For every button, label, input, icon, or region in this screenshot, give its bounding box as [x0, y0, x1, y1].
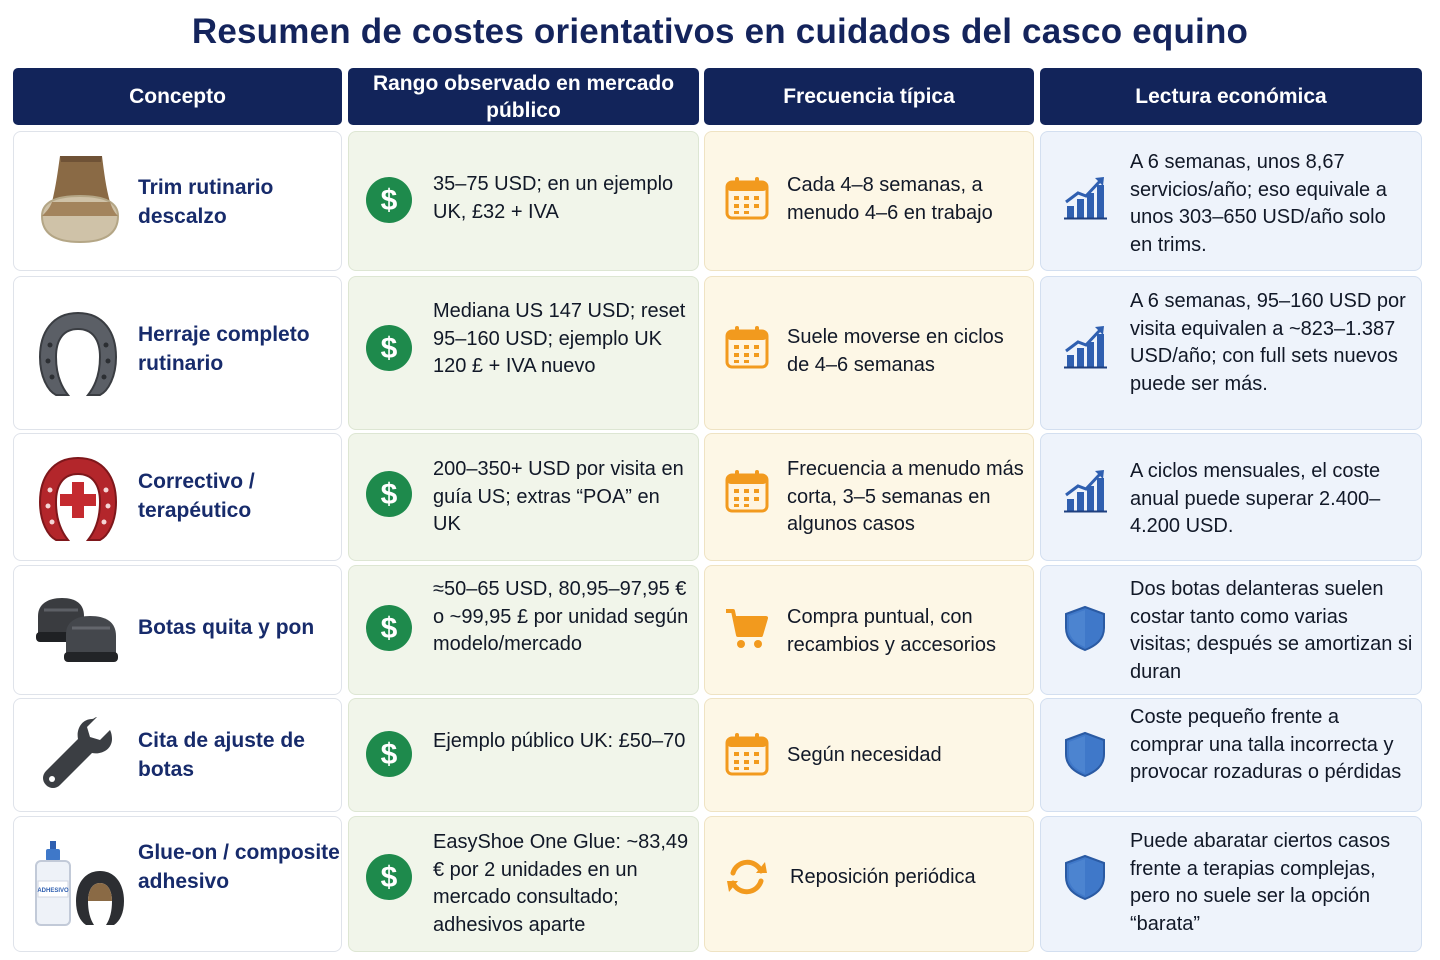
- row-2-frequency: Suele moverse en ciclos de 4–6 semanas: [787, 326, 1004, 376]
- dollar-icon: [365, 853, 413, 901]
- glue-bottle-label: ADHESIVO: [37, 888, 69, 894]
- row-2-reading-cell: A 6 semanas, 95–160 USD por visita equiv…: [1040, 276, 1422, 430]
- row-4-reading: Dos botas delanteras suelen costar tanto…: [1130, 578, 1413, 683]
- row-1-concept-cell: Trim rutinario descalzo: [13, 131, 342, 271]
- row-5-frequency-cell: Según necesidad: [704, 698, 1034, 812]
- wrench-icon: [43, 717, 112, 788]
- bare-hoof-icon: [40, 156, 120, 244]
- row-4-range-cell: ≈50–65 USD, 80,95–97,95 € o ~99,95 £ por…: [348, 565, 699, 695]
- row-2-concept: Herraje completo rutinario: [138, 323, 310, 375]
- row-6-range: EasyShoe One Glue: ~83,49 € por 2 unidad…: [433, 831, 689, 936]
- header-rango: Rango observado en mercado público: [348, 68, 699, 125]
- row-3-concept: Correctivo / terapéutico: [138, 470, 255, 522]
- calendar-icon: [723, 323, 771, 371]
- row-4-frequency-cell: Compra puntual, con recambios y accesori…: [704, 565, 1034, 695]
- therapeutic-horseshoe-icon: [38, 456, 118, 541]
- row-5-concept-cell: Cita de ajuste de botas: [13, 698, 342, 812]
- row-3-frequency-cell: Frecuencia a menudo más corta, 3–5 seman…: [704, 433, 1034, 561]
- row-4-reading-cell: Dos botas delanteras suelen costar tanto…: [1040, 565, 1422, 695]
- shield-icon: [1061, 604, 1109, 652]
- row-4-concept: Botas quita y pon: [138, 616, 315, 639]
- row-2-range-cell: Mediana US 147 USD; reset 95–160 USD; ej…: [348, 276, 699, 430]
- row-2-range: Mediana US 147 USD; reset 95–160 USD; ej…: [433, 300, 686, 377]
- horseshoe-icon: [38, 311, 118, 396]
- row-1-range: 35–75 USD; en un ejemplo UK, £32 + IVA: [433, 173, 674, 223]
- calendar-icon: [723, 730, 771, 778]
- row-1-reading-cell: A 6 semanas, unos 8,67 servicios/año; es…: [1040, 131, 1422, 271]
- row-5-reading-cell: Coste pequeño frente a comprar una talla…: [1040, 698, 1422, 812]
- row-2-reading: A 6 semanas, 95–160 USD por visita equiv…: [1130, 290, 1406, 395]
- header-lectura: Lectura económica: [1040, 68, 1422, 125]
- row-5-concept: Cita de ajuste de botas: [138, 729, 305, 781]
- glue-bottle-shoe-icon: ADHESIVO: [35, 841, 124, 926]
- row-1-range-cell: 35–75 USD; en un ejemplo UK, £32 + IVA: [348, 131, 699, 271]
- row-2-concept-cell: Herraje completo rutinario: [13, 276, 342, 430]
- row-3-reading: A ciclos mensuales, el coste anual puede…: [1130, 460, 1381, 537]
- row-3-concept-cell: Correctivo / terapéutico: [13, 433, 342, 561]
- page-title: Resumen de costes orientativos en cuidad…: [191, 12, 1249, 51]
- row-2-frequency-cell: Suele moverse en ciclos de 4–6 semanas: [704, 276, 1034, 430]
- shield-icon: [1061, 853, 1109, 901]
- row-5-range-cell: Ejemplo público UK: £50–70: [348, 698, 699, 812]
- hoof-boots-icon: [36, 598, 118, 662]
- dollar-icon: [365, 176, 413, 224]
- shopping-cart-icon: [723, 604, 771, 652]
- row-6-reading-cell: Puede abaratar ciertos casos frente a te…: [1040, 816, 1422, 952]
- refresh-icon: [723, 853, 771, 901]
- row-4-concept-cell: Botas quita y pon: [13, 565, 342, 695]
- calendar-icon: [723, 174, 771, 222]
- row-6-frequency: Reposición periódica: [790, 866, 976, 888]
- row-6-concept-cell: ADHESIVO Glue-on / composite adhesivo: [13, 816, 342, 952]
- row-3-frequency: Frecuencia a menudo más corta, 3–5 seman…: [787, 458, 1024, 535]
- row-6-concept: Glue-on / composite adhesivo: [138, 841, 340, 893]
- header-frecuencia: Frecuencia típica: [704, 68, 1034, 125]
- row-6-reading: Puede abaratar ciertos casos frente a te…: [1130, 830, 1391, 935]
- header-concepto: Concepto: [13, 68, 342, 125]
- row-1-frequency: Cada 4–8 semanas, a menudo 4–6 en trabaj…: [787, 174, 993, 224]
- row-6-range-cell: EasyShoe One Glue: ~83,49 € por 2 unidad…: [348, 816, 699, 952]
- row-5-frequency: Según necesidad: [787, 744, 942, 766]
- row-4-frequency: Compra puntual, con recambios y accesori…: [787, 606, 996, 656]
- row-5-range: Ejemplo público UK: £50–70: [433, 730, 686, 752]
- row-3-reading-cell: A ciclos mensuales, el coste anual puede…: [1040, 433, 1422, 561]
- dollar-icon: [365, 604, 413, 652]
- dollar-icon: [365, 324, 413, 372]
- row-1-frequency-cell: Cada 4–8 semanas, a menudo 4–6 en trabaj…: [704, 131, 1034, 271]
- row-1-concept: Trim rutinario descalzo: [138, 176, 274, 228]
- dollar-icon: [365, 730, 413, 778]
- growth-chart-icon: [1061, 467, 1109, 515]
- row-3-range: 200–350+ USD por visita en guía US; extr…: [433, 458, 684, 535]
- row-5-reading: Coste pequeño frente a comprar una talla…: [1130, 706, 1402, 783]
- growth-chart-icon: [1061, 323, 1109, 371]
- row-6-frequency-cell: Reposición periódica: [704, 816, 1034, 952]
- row-1-reading: A 6 semanas, unos 8,67 servicios/año; es…: [1130, 151, 1387, 256]
- row-3-range-cell: 200–350+ USD por visita en guía US; extr…: [348, 433, 699, 561]
- dollar-icon: [365, 470, 413, 518]
- growth-chart-icon: [1061, 174, 1109, 222]
- calendar-icon: [723, 467, 771, 515]
- shield-icon: [1061, 730, 1109, 778]
- row-4-range: ≈50–65 USD, 80,95–97,95 € o ~99,95 £ por…: [433, 578, 689, 655]
